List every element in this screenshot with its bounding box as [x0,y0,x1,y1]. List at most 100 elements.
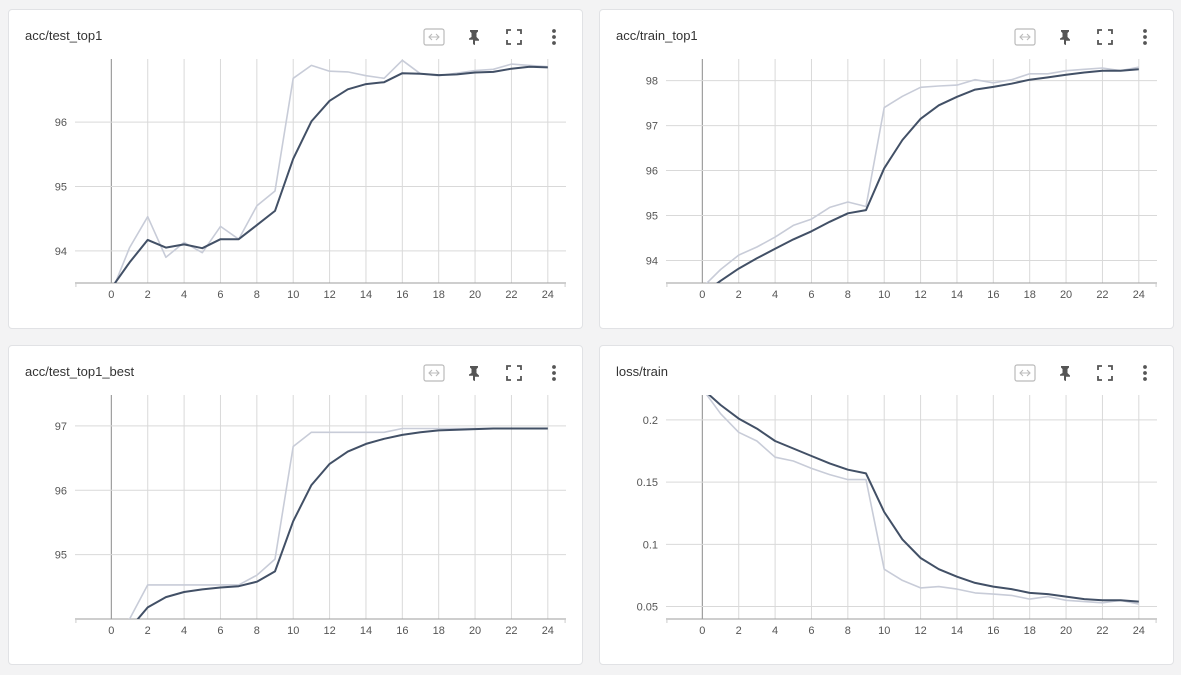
y-tick-label: 95 [646,211,658,223]
series-line-smoothed [715,68,1139,283]
x-tick-label: 18 [433,625,445,637]
y-tick-label: 0.05 [637,602,658,614]
x-tick-label: 6 [217,289,223,301]
x-tick-label: 22 [505,289,517,301]
card-title: loss/train [616,364,669,379]
fullscreen-icon [506,365,522,381]
x-tick-label: 4 [772,289,778,301]
x-tick-label: 18 [1024,289,1036,301]
more-options-button[interactable] [1125,359,1165,387]
y-tick-label: 98 [646,76,658,88]
x-tick-label: 24 [1133,289,1145,301]
fit-domain-button[interactable] [1005,23,1045,51]
fullscreen-icon [1097,29,1113,45]
fullscreen-button[interactable] [1085,23,1125,51]
x-tick-label: 14 [951,625,963,637]
card-title: acc/test_top1_best [25,364,135,379]
x-tick-label: 8 [845,289,851,301]
card-title: acc/test_top1 [25,28,103,43]
y-tick-label: 95 [55,181,67,193]
fullscreen-icon [1097,365,1113,381]
x-tick-label: 10 [287,289,299,301]
pin-button[interactable] [1045,359,1085,387]
series-line-raw [114,59,548,283]
x-tick-label: 10 [287,625,299,637]
fullscreen-button[interactable] [1085,359,1125,387]
chart-card-loss-train: loss/train 0 2 4 6 8 10 12 14 16 18 20 22 24 0.05 0.1 0… [599,345,1174,665]
x-tick-label: 22 [1096,625,1108,637]
x-tick-label: 8 [254,289,260,301]
y-tick-label: 96 [646,166,658,178]
line-chart: 0 2 4 6 8 10 12 14 16 18 20 22 240.050.10.150.2 [637,395,1157,637]
card-toolbar [1005,359,1165,387]
x-tick-label: 4 [772,625,778,637]
x-tick-label: 20 [1060,625,1072,637]
x-tick-label: 2 [145,625,151,637]
x-tick-label: 22 [1096,289,1108,301]
card-toolbar [414,23,574,51]
fit-domain-button[interactable] [414,359,454,387]
fit-domain-icon [1014,364,1036,382]
series-line-raw [705,66,1139,283]
x-tick-label: 0 [699,289,705,301]
chart-card-acc-test-top1: acc/test_top1 0 2 4 6 8 10 12 14 16 18 20 22 24 94 95 9… [8,9,583,329]
fullscreen-button[interactable] [494,359,534,387]
x-tick-label: 8 [254,625,260,637]
x-tick-label: 12 [323,625,335,637]
fit-domain-button[interactable] [1005,359,1045,387]
x-tick-label: 6 [808,289,814,301]
x-tick-label: 24 [542,625,554,637]
x-tick-label: 14 [951,289,963,301]
y-tick-label: 0.2 [643,415,658,427]
chart-card-acc-test-top1-best: acc/test_top1_best 0 2 4 6 8 10 12 14 16 18 20 22 24… [8,345,583,665]
y-tick-label: 95 [55,550,67,562]
series-line-smoothed [113,65,548,283]
x-tick-label: 12 [914,625,926,637]
fit-domain-icon [1014,28,1036,46]
x-tick-label: 24 [1133,625,1145,637]
pin-button[interactable] [1045,23,1085,51]
x-tick-label: 20 [469,289,481,301]
more-vert-icon [1142,28,1148,46]
x-tick-label: 2 [145,289,151,301]
more-options-button[interactable] [534,359,574,387]
x-tick-label: 20 [1060,289,1072,301]
chart-card-acc-train-top1: acc/train_top1 0 2 4 6 8 10 12 14 16 18 20 22 24 94 95… [599,9,1174,329]
y-tick-label: 97 [646,121,658,133]
x-tick-label: 20 [469,625,481,637]
series-line-smoothed [136,427,548,619]
x-tick-label: 4 [181,625,187,637]
pin-button[interactable] [454,23,494,51]
pin-icon [467,365,481,381]
pin-icon [1058,29,1072,45]
x-tick-label: 16 [396,625,408,637]
card-toolbar [414,359,574,387]
x-tick-label: 18 [433,289,445,301]
x-tick-label: 6 [217,625,223,637]
x-tick-label: 6 [808,625,814,637]
x-tick-label: 16 [987,625,999,637]
x-tick-label: 18 [1024,625,1036,637]
pin-button[interactable] [454,359,494,387]
fit-domain-button[interactable] [414,23,454,51]
x-tick-label: 0 [699,625,705,637]
series-line-smoothed [707,395,1139,603]
more-options-button[interactable] [1125,23,1165,51]
y-tick-label: 97 [55,421,67,433]
y-tick-label: 96 [55,117,67,129]
x-tick-label: 0 [108,289,114,301]
series-line-raw [705,395,1139,605]
more-vert-icon [551,364,557,382]
y-tick-label: 0.15 [637,477,658,489]
x-tick-label: 10 [878,289,890,301]
fullscreen-icon [506,29,522,45]
y-tick-label: 0.1 [643,539,658,551]
more-options-button[interactable] [534,23,574,51]
card-title: acc/train_top1 [616,28,698,43]
fullscreen-button[interactable] [494,23,534,51]
fit-domain-icon [423,28,445,46]
card-toolbar [1005,23,1165,51]
